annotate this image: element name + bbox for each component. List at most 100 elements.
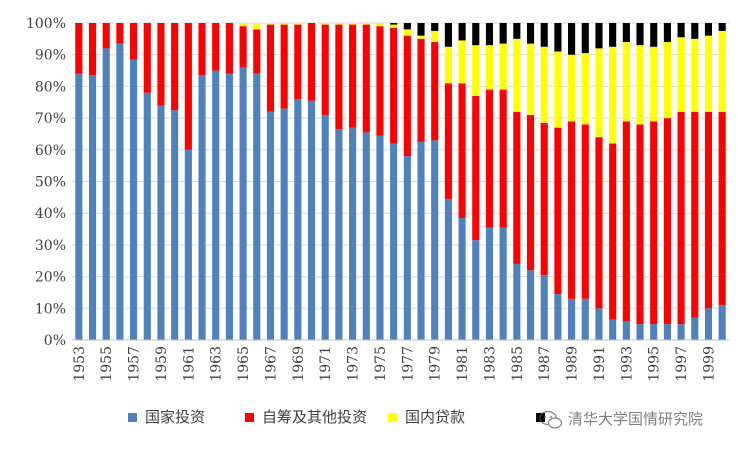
- y-tick-label: 0%: [44, 333, 66, 349]
- x-tick-label: 1973: [346, 346, 362, 382]
- bar-segment: [568, 54, 576, 122]
- bar-segment: [403, 35, 411, 157]
- bar-segment: [280, 24, 288, 109]
- bar-segment: [102, 23, 110, 49]
- bar-segment: [253, 23, 261, 30]
- bar-segment: [362, 132, 370, 340]
- bar-segment: [691, 23, 699, 39]
- bar-segment: [102, 48, 110, 341]
- bar-segment: [116, 23, 124, 44]
- bar-segment: [554, 51, 562, 128]
- bar-segment: [239, 23, 247, 27]
- bar-segment: [417, 35, 425, 39]
- bar-segment: [663, 324, 671, 340]
- bar-segment: [266, 23, 275, 25]
- bar-segment: [280, 108, 288, 340]
- bar-segment: [499, 43, 507, 90]
- watermark-text: 清华大学国情研究院: [568, 410, 703, 428]
- bar-segment: [622, 42, 630, 122]
- bar-segment: [650, 121, 658, 325]
- bar-segment: [307, 23, 316, 101]
- bar-segment: [253, 73, 261, 340]
- legend-label: 国内贷款: [405, 408, 465, 426]
- bar-segment: [595, 308, 603, 340]
- bar-segment: [663, 23, 671, 43]
- bar-segment: [253, 29, 261, 74]
- bar-segment: [88, 75, 97, 341]
- x-tick-label: 1981: [455, 346, 471, 382]
- bar-segment: [650, 46, 658, 122]
- x-tick-label: 1993: [619, 346, 635, 382]
- bar-segment: [390, 143, 398, 340]
- bar-segment: [321, 23, 329, 25]
- bar-segment: [526, 270, 535, 340]
- x-tick-label: 1995: [647, 346, 663, 382]
- x-tick-label: 1955: [99, 346, 115, 382]
- bar-segment: [609, 23, 617, 47]
- bar-segment: [485, 227, 494, 340]
- bar-segment: [540, 46, 548, 123]
- bar-segment: [321, 24, 329, 115]
- bar-segment: [485, 23, 494, 46]
- bar-segment: [294, 99, 302, 340]
- bar-segment: [485, 45, 494, 90]
- bar-segment: [513, 38, 521, 112]
- bar-segment: [691, 317, 699, 340]
- bar-segment: [362, 23, 370, 25]
- bar-segment: [595, 48, 603, 138]
- bar-segment: [417, 23, 425, 36]
- x-tick-label: 1953: [72, 346, 88, 382]
- bar-segment: [472, 95, 480, 241]
- bar-segment: [171, 23, 179, 111]
- bar-segment: [540, 122, 548, 276]
- gridlines: [72, 22, 729, 341]
- bar-segment: [362, 24, 370, 133]
- bar-segment: [431, 23, 439, 31]
- bar-segment: [718, 30, 726, 112]
- x-tick-label: 1989: [565, 346, 581, 382]
- bar-segment: [403, 23, 411, 30]
- bar-segment: [143, 92, 151, 341]
- bar-segment: [718, 111, 726, 306]
- bar-segment: [691, 38, 699, 112]
- bar-segment: [444, 83, 452, 199]
- x-tick-label: 1991: [592, 346, 608, 382]
- bar-segment: [75, 23, 83, 74]
- bar-segment: [390, 27, 398, 144]
- bar-segment: [280, 23, 288, 25]
- legend-swatch: [128, 413, 137, 422]
- bar-segment: [677, 111, 685, 325]
- x-tick-label: 1985: [510, 346, 526, 382]
- bar-segment: [307, 100, 316, 340]
- y-tick-label: 100%: [26, 16, 66, 32]
- bar-segment: [335, 23, 343, 25]
- legend-swatch: [245, 413, 254, 422]
- bar-segment: [444, 198, 452, 340]
- y-tick-label: 40%: [35, 206, 66, 222]
- x-tick-label: 1997: [674, 346, 690, 382]
- bar-segment: [554, 23, 562, 52]
- bar-segment: [349, 23, 357, 25]
- bar-segment: [198, 23, 206, 76]
- bar-segment: [212, 23, 220, 71]
- bar-segment: [663, 118, 671, 325]
- bar-segment: [444, 23, 452, 47]
- legend-label: 国家投资: [145, 408, 205, 426]
- bar-segment: [198, 75, 206, 341]
- y-tick-label: 70%: [35, 111, 66, 127]
- bar-segment: [390, 24, 398, 28]
- bar-segment: [581, 23, 589, 54]
- bar-segment: [704, 23, 713, 36]
- bar-segment: [499, 227, 507, 340]
- bar-segment: [458, 40, 466, 84]
- y-tick-label: 20%: [35, 270, 66, 286]
- wechat-icon: [539, 410, 563, 429]
- bar-segment: [704, 111, 713, 309]
- bar-segment: [622, 320, 630, 340]
- bar-segment: [376, 26, 384, 136]
- bar-segment: [376, 135, 384, 340]
- bar-segment: [636, 124, 644, 325]
- bar-segment: [157, 23, 165, 106]
- bar-segment: [704, 35, 713, 112]
- bar-segment: [294, 24, 302, 100]
